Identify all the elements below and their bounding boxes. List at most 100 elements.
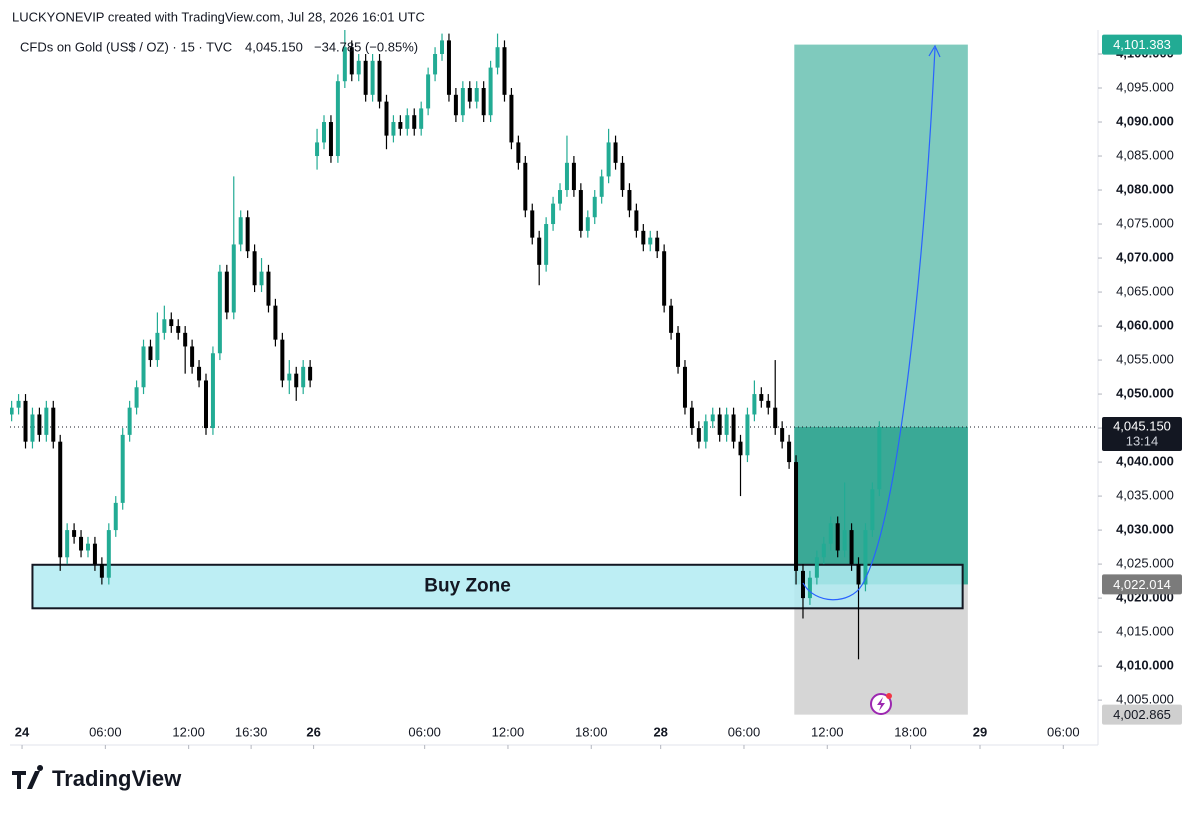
x-tick-label: 06:00	[728, 724, 761, 739]
candle-body	[342, 47, 347, 82]
candle-body	[537, 237, 542, 265]
y-tick-label: 4,055.000	[1116, 351, 1174, 366]
x-tick-label: 06:00	[408, 724, 441, 739]
candle-body	[835, 523, 840, 551]
x-tick-label: 26	[306, 724, 320, 739]
candle-body	[308, 366, 313, 381]
candle-body	[856, 564, 861, 585]
candle-body	[231, 244, 236, 313]
overlay: 4,101.383 4,022.014 4,002.865 4,045.15013:1…	[1102, 34, 1182, 725]
candle-body	[322, 122, 327, 143]
candle-body	[10, 407, 14, 415]
candle-body	[252, 251, 257, 286]
candle-body	[224, 271, 229, 313]
candle-body	[863, 530, 868, 585]
brand-logo: TradingView	[12, 765, 182, 791]
candle-body	[676, 332, 681, 367]
candle-body	[578, 190, 583, 231]
candle-body	[238, 217, 243, 245]
x-tick-label: 16:30	[235, 724, 268, 739]
candle-body	[689, 407, 694, 429]
target-label-box	[1102, 34, 1182, 55]
candle-body	[79, 536, 84, 551]
candle-body	[287, 373, 292, 381]
candle-body	[301, 366, 306, 388]
current-price-box	[1102, 417, 1182, 452]
candle-body	[315, 142, 320, 157]
x-tick-label: 06:00	[1047, 724, 1080, 739]
y-tick-label: 4,080.000	[1116, 181, 1174, 196]
candle-body	[745, 414, 750, 456]
candle-body	[30, 414, 35, 442]
candle-body	[419, 108, 424, 129]
candle-body	[606, 142, 611, 177]
candle-body	[488, 67, 493, 116]
candle-body	[92, 543, 97, 565]
candle-body	[627, 190, 632, 211]
plot-area: Buy Zone	[10, 30, 1098, 715]
candle-body	[328, 122, 333, 157]
y-tick-label: 4,035.000	[1116, 488, 1174, 503]
candle-body	[773, 407, 778, 429]
candle-body	[210, 353, 215, 429]
candle-body	[183, 332, 188, 347]
y-tick-label: 4,090.000	[1116, 113, 1174, 128]
candle-body	[481, 88, 486, 116]
y-tick-label: 4,095.000	[1116, 79, 1174, 94]
x-tick-label: 28	[653, 724, 667, 739]
candle-body	[682, 366, 687, 408]
candle-body	[99, 564, 104, 578]
candle-body	[495, 47, 500, 68]
candle-body	[509, 94, 514, 143]
candle-body	[398, 122, 403, 129]
candle-body	[544, 224, 549, 265]
candle-body	[780, 428, 785, 442]
candle-body	[446, 40, 451, 95]
candle-body	[134, 387, 139, 408]
candle-body	[405, 115, 410, 129]
candle-body	[266, 271, 271, 306]
x-tick-label: 18:00	[894, 724, 927, 739]
candle-body	[162, 319, 167, 333]
candle-body	[787, 441, 792, 463]
y-tick-label: 4,025.000	[1116, 556, 1174, 571]
candle-body	[412, 115, 417, 129]
candle-body	[155, 332, 160, 361]
author-line: LUCKYONEVIP created with TradingView.com…	[12, 9, 425, 24]
candle-body	[620, 162, 625, 191]
candle-body	[523, 162, 528, 211]
candle-body	[113, 502, 118, 531]
candle-body	[148, 346, 153, 361]
candle-body	[502, 47, 507, 95]
x-tick-label: 18:00	[575, 724, 608, 739]
candle-body	[363, 60, 368, 95]
y-tick-label: 4,010.000	[1116, 658, 1174, 673]
candle-body	[460, 88, 465, 116]
buy-zone-label: Buy Zone	[424, 576, 511, 597]
brand-name: TradingView	[52, 766, 182, 791]
candle-body	[724, 414, 729, 435]
candle-body	[710, 414, 715, 422]
candle-body	[280, 339, 285, 381]
candle-body	[717, 414, 722, 435]
y-tick-label: 4,040.000	[1116, 454, 1174, 469]
x-tick-label: 12:00	[492, 724, 525, 739]
candle-body	[842, 530, 847, 551]
candle-body	[203, 380, 208, 429]
candle-body	[696, 428, 701, 442]
candle-body	[335, 81, 340, 157]
candle-body	[106, 530, 111, 578]
y-tick-label: 4,075.000	[1116, 215, 1174, 230]
candle-body	[16, 400, 21, 408]
candle-body	[433, 54, 438, 75]
candle-body	[37, 414, 42, 435]
candle-body	[294, 373, 299, 388]
candle-body	[828, 523, 833, 544]
candle-body	[356, 60, 361, 75]
candle-body	[613, 142, 618, 163]
y-tick-label: 4,050.000	[1116, 386, 1174, 401]
candle-body	[551, 203, 556, 225]
candle-body	[641, 230, 646, 245]
projection-arrowhead	[928, 44, 941, 58]
